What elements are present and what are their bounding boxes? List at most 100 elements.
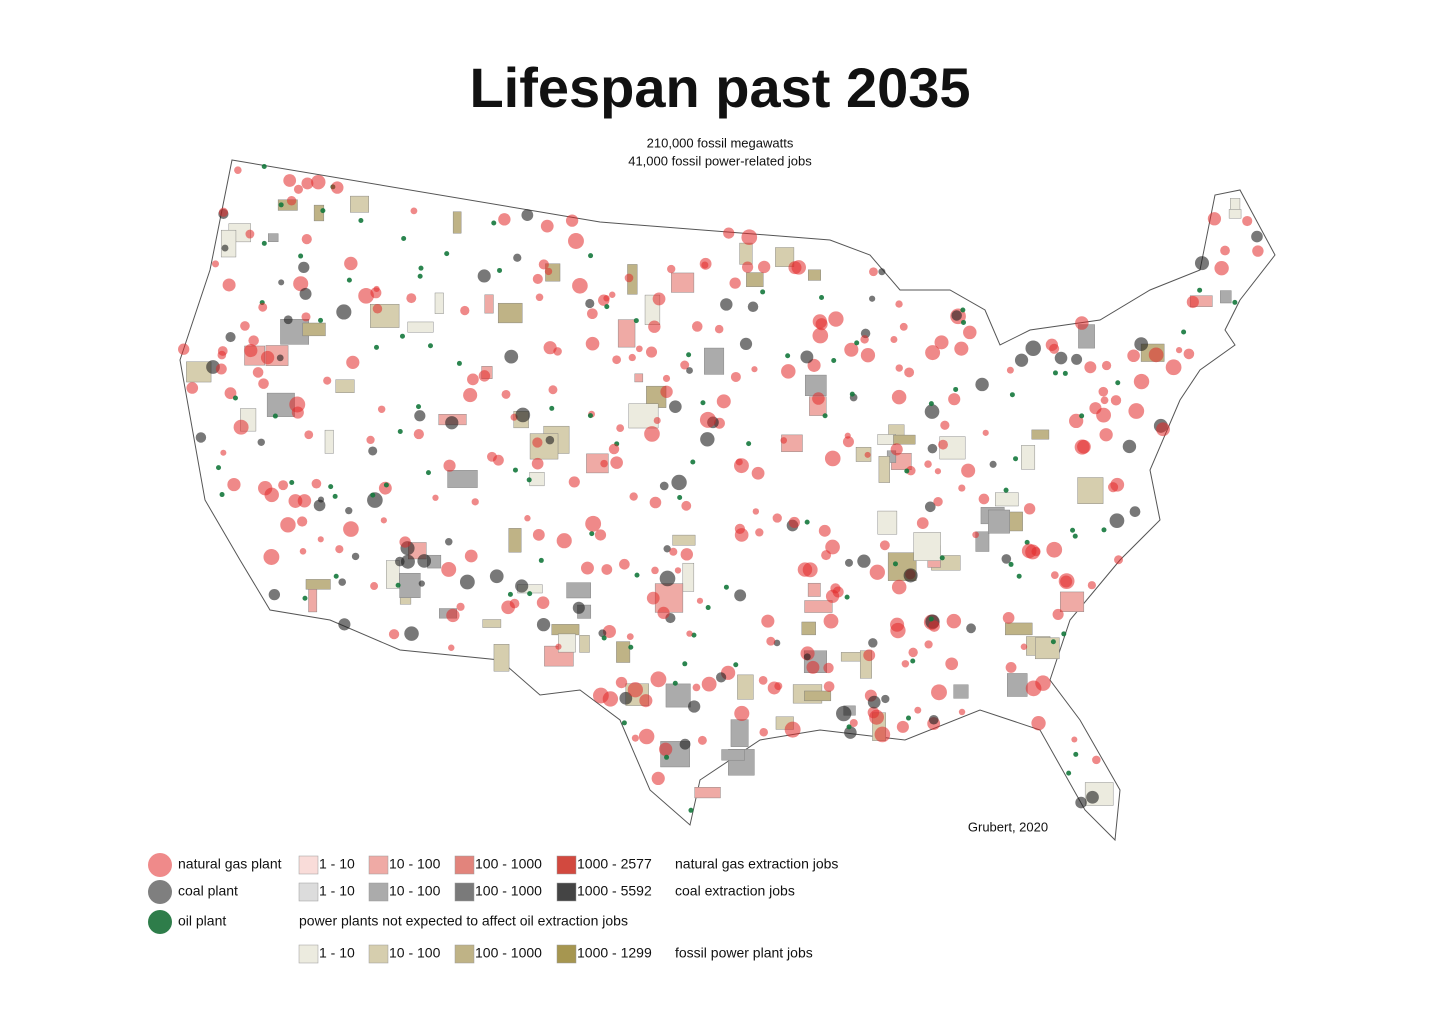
- plant-dot: [651, 771, 665, 786]
- plant-dot: [945, 657, 959, 671]
- legend-bin-label: 1000 - 2577: [577, 856, 652, 872]
- plant-dot: [368, 446, 378, 456]
- county-patch: [877, 510, 898, 535]
- plant-dot: [601, 564, 613, 575]
- plant-dot: [1098, 386, 1109, 397]
- plant-dot: [767, 681, 781, 695]
- plant-dot: [602, 691, 619, 707]
- plant-dot: [585, 515, 602, 532]
- plant-dot: [581, 561, 594, 575]
- plant-dot: [989, 460, 997, 468]
- plant-dot: [261, 164, 267, 170]
- plant-dot: [958, 484, 966, 492]
- plant-dot: [1084, 361, 1097, 374]
- plant-dot: [680, 548, 694, 561]
- county-patch: [665, 683, 691, 708]
- plant-dot: [739, 337, 753, 351]
- plant-dot: [686, 630, 693, 637]
- plant-dot: [978, 493, 990, 505]
- credit: Grubert, 2020: [968, 819, 1048, 834]
- plant-dot: [1129, 506, 1141, 517]
- plant-dot: [679, 738, 691, 750]
- plant-dot: [746, 441, 752, 447]
- plant-dot: [258, 378, 269, 389]
- plant-dot: [1001, 554, 1012, 564]
- plant-dot: [1087, 581, 1096, 590]
- plant-dot: [585, 298, 595, 309]
- plant-dot: [804, 519, 810, 525]
- plant-dot: [653, 416, 661, 424]
- plant-dot: [832, 586, 844, 598]
- plant-dot: [807, 358, 821, 372]
- plant-dot: [383, 482, 389, 488]
- plant-dot: [812, 327, 829, 344]
- county-patch: [893, 434, 916, 445]
- plant-dot: [931, 684, 947, 701]
- plant-dot: [1100, 396, 1109, 405]
- plant-dot: [586, 308, 598, 320]
- plant-dot: [456, 602, 465, 611]
- plant-dot: [1014, 353, 1029, 367]
- plant-dot: [624, 273, 634, 283]
- legend-marker: [148, 853, 172, 877]
- county-patch: [617, 319, 636, 348]
- plant-dot: [638, 728, 655, 745]
- county-patch: [1021, 445, 1036, 470]
- plant-dot: [906, 465, 916, 476]
- plant-dot: [791, 260, 806, 275]
- plant-dot: [629, 492, 638, 501]
- county-patch: [1005, 622, 1033, 636]
- county-patch: [804, 690, 832, 702]
- plant-dot: [338, 618, 351, 631]
- county-patch: [775, 247, 795, 267]
- plant-dot: [823, 662, 834, 674]
- plant-dot: [1133, 373, 1150, 390]
- plant-dot: [603, 295, 610, 302]
- plant-dot: [924, 501, 936, 513]
- legend-swatch: [368, 944, 389, 964]
- plant-dot: [844, 342, 859, 357]
- plant-dot: [331, 181, 344, 194]
- plant-dot: [672, 680, 678, 686]
- plant-dot: [928, 616, 934, 622]
- plant-dot: [908, 647, 918, 658]
- plant-dot: [1134, 337, 1149, 352]
- plant-dot: [248, 335, 259, 346]
- plant-dot: [925, 345, 941, 361]
- plant-dot: [823, 613, 839, 629]
- plant-dot: [261, 240, 267, 246]
- county-patch: [878, 456, 890, 483]
- plant-dot: [648, 320, 661, 333]
- plant-dot: [901, 660, 910, 668]
- plant-dot: [867, 695, 881, 709]
- plant-dot: [1002, 612, 1015, 624]
- plant-dot: [914, 706, 922, 714]
- plant-dot: [414, 410, 426, 422]
- plant-dot: [934, 335, 949, 350]
- plant-dot: [734, 458, 749, 474]
- plant-dot: [1024, 539, 1030, 545]
- plant-dot: [972, 531, 979, 539]
- plant-dot: [773, 639, 781, 647]
- plant-dot: [224, 387, 237, 400]
- plant-dot: [628, 644, 634, 650]
- plant-dot: [836, 705, 852, 722]
- plant-dot: [1071, 736, 1078, 743]
- plant-dot: [1052, 608, 1064, 620]
- plant-dot: [195, 432, 207, 443]
- legend-label: oil plant: [178, 913, 226, 929]
- plant-dot: [526, 477, 532, 483]
- plant-dot: [535, 293, 544, 302]
- county-patch: [305, 579, 331, 590]
- plant-dot: [225, 331, 236, 343]
- plant-dot: [400, 554, 415, 569]
- plant-dot: [716, 672, 727, 683]
- plant-dot: [394, 556, 405, 567]
- county-patch: [350, 195, 369, 213]
- plant-dot: [658, 742, 673, 756]
- plant-dot: [1086, 790, 1099, 804]
- legend-scale-label: coal extraction jobs: [675, 883, 795, 899]
- plant-dot: [844, 594, 850, 600]
- plant-dot: [1101, 360, 1112, 371]
- plant-dot: [298, 261, 310, 274]
